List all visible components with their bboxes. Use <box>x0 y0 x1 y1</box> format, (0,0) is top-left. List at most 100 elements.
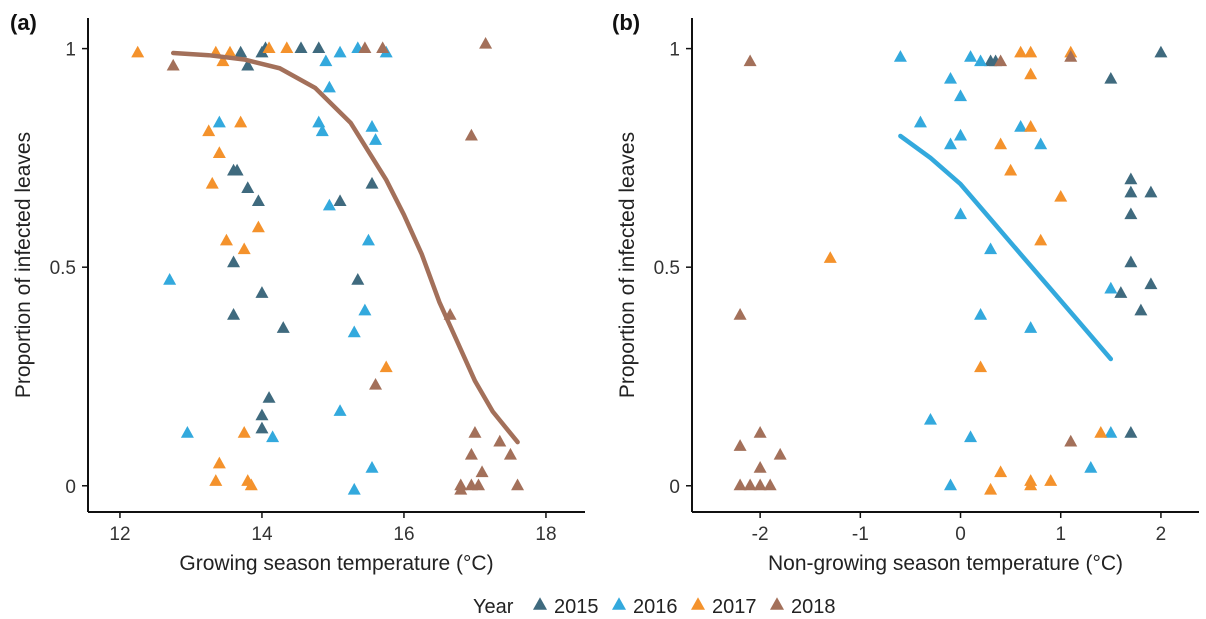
data-point-2016 <box>954 89 968 102</box>
data-point-2016 <box>1104 281 1118 294</box>
data-point-2017 <box>216 54 230 67</box>
data-point-2017 <box>202 124 216 137</box>
data-point-2018 <box>743 478 757 491</box>
legend: Year 2015 2016 2017 2018 <box>473 596 836 618</box>
x-tick-label: -1 <box>852 524 869 545</box>
fit-line-2018 <box>170 50 520 445</box>
y-tick-label: 0 <box>65 477 76 498</box>
y-tick-label: 1 <box>669 40 680 61</box>
data-point-2017 <box>974 360 988 373</box>
data-point-2015 <box>227 255 241 268</box>
data-point-2018 <box>369 377 383 390</box>
data-point-2018 <box>464 128 478 141</box>
x-axis-title: Non-growing season temperature (°C) <box>768 552 1123 575</box>
data-point-2017 <box>1024 120 1038 132</box>
data-point-2018 <box>1064 50 1078 62</box>
x-tick-label: 0 <box>955 524 966 545</box>
data-point-2016 <box>212 115 226 128</box>
data-point-2016 <box>954 128 968 141</box>
data-point-2016 <box>322 80 336 93</box>
x-axis-title: Growing season temperature (°C) <box>179 552 493 575</box>
data-point-2017 <box>237 426 251 438</box>
legend-marker-2015 <box>533 597 547 610</box>
data-point-2017 <box>205 176 219 189</box>
data-point-2018 <box>733 478 747 491</box>
data-point-2017 <box>209 474 223 486</box>
data-point-2015 <box>251 194 265 207</box>
data-point-2018 <box>743 54 757 67</box>
panel-label: (b) <box>612 10 640 35</box>
legend-marker-2018 <box>770 597 784 610</box>
data-point-2017 <box>212 456 226 469</box>
data-point-2018 <box>773 447 787 460</box>
data-point-2015 <box>351 273 365 285</box>
data-point-2016 <box>163 273 177 285</box>
data-point-2017 <box>1044 474 1058 486</box>
data-point-2015 <box>241 58 255 71</box>
data-point-2017 <box>984 482 998 495</box>
data-point-2018 <box>753 426 767 438</box>
data-point-2016 <box>333 404 347 416</box>
data-point-2018 <box>358 41 372 54</box>
data-point-2016 <box>1104 426 1118 438</box>
data-point-2015 <box>365 176 379 189</box>
data-point-2017 <box>1094 426 1108 438</box>
data-point-2015 <box>294 41 308 54</box>
data-point-2015 <box>1124 426 1138 438</box>
data-point-2017 <box>234 115 248 128</box>
data-point-2015 <box>255 408 269 421</box>
data-point-2015 <box>1144 185 1158 198</box>
y-tick-label: 0 <box>669 477 680 498</box>
data-point-2015 <box>234 45 248 58</box>
legend-label-2018: 2018 <box>791 596 836 618</box>
y-tick-label: 1 <box>65 40 76 61</box>
data-point-2017 <box>1024 474 1038 486</box>
data-point-2015 <box>276 321 290 333</box>
data-point-2015 <box>1154 45 1168 58</box>
data-point-2018 <box>1064 434 1078 447</box>
data-point-2015 <box>227 308 241 320</box>
data-point-2017 <box>1024 45 1038 58</box>
data-point-2016 <box>312 115 326 128</box>
data-point-2016 <box>1024 321 1038 333</box>
data-point-2017 <box>1024 67 1038 80</box>
data-point-2017 <box>1014 45 1028 58</box>
data-point-2015 <box>1134 303 1148 316</box>
data-point-2017 <box>237 242 251 255</box>
x-tick-label: 12 <box>109 524 130 545</box>
data-point-2018 <box>763 478 777 491</box>
data-point-2015 <box>230 163 244 176</box>
legend-marker-2017 <box>691 597 705 610</box>
data-point-2017 <box>1054 189 1068 202</box>
panel-a: 12 14 16 18 0 0.5 1 Growing season temperature … <box>10 10 585 575</box>
data-point-2016 <box>1014 120 1028 132</box>
data-point-2015 <box>241 181 255 193</box>
data-point-2016 <box>1034 137 1048 150</box>
data-point-2015 <box>312 41 326 54</box>
data-point-2018 <box>493 434 507 447</box>
data-point-2016 <box>913 115 927 128</box>
data-point-2018 <box>511 478 525 491</box>
data-point-2018 <box>166 58 180 71</box>
data-point-2018 <box>733 308 747 320</box>
data-point-2016 <box>954 207 968 220</box>
data-point-2016 <box>180 426 194 438</box>
data-point-2017 <box>379 360 393 373</box>
y-axis-title: Proportion of infected leaves <box>616 132 639 398</box>
panel-b: -2 -1 0 1 2 0 0.5 1 Non-growing season temperatu… <box>612 10 1199 575</box>
y-tick-label: 0.5 <box>654 258 680 279</box>
data-point-2016 <box>974 308 988 320</box>
data-point-2017 <box>1034 233 1048 246</box>
data-point-2018 <box>468 426 482 438</box>
data-point-2016 <box>944 137 958 150</box>
data-point-2017 <box>1004 163 1018 176</box>
data-point-2017 <box>994 137 1008 150</box>
data-point-2015 <box>255 286 269 298</box>
data-point-2016 <box>347 482 361 495</box>
data-point-2018 <box>376 41 390 54</box>
data-point-2015 <box>1124 255 1138 268</box>
x-tick-label: 1 <box>1055 524 1066 545</box>
data-point-2016 <box>365 461 379 473</box>
y-tick-label: 0.5 <box>50 258 76 279</box>
